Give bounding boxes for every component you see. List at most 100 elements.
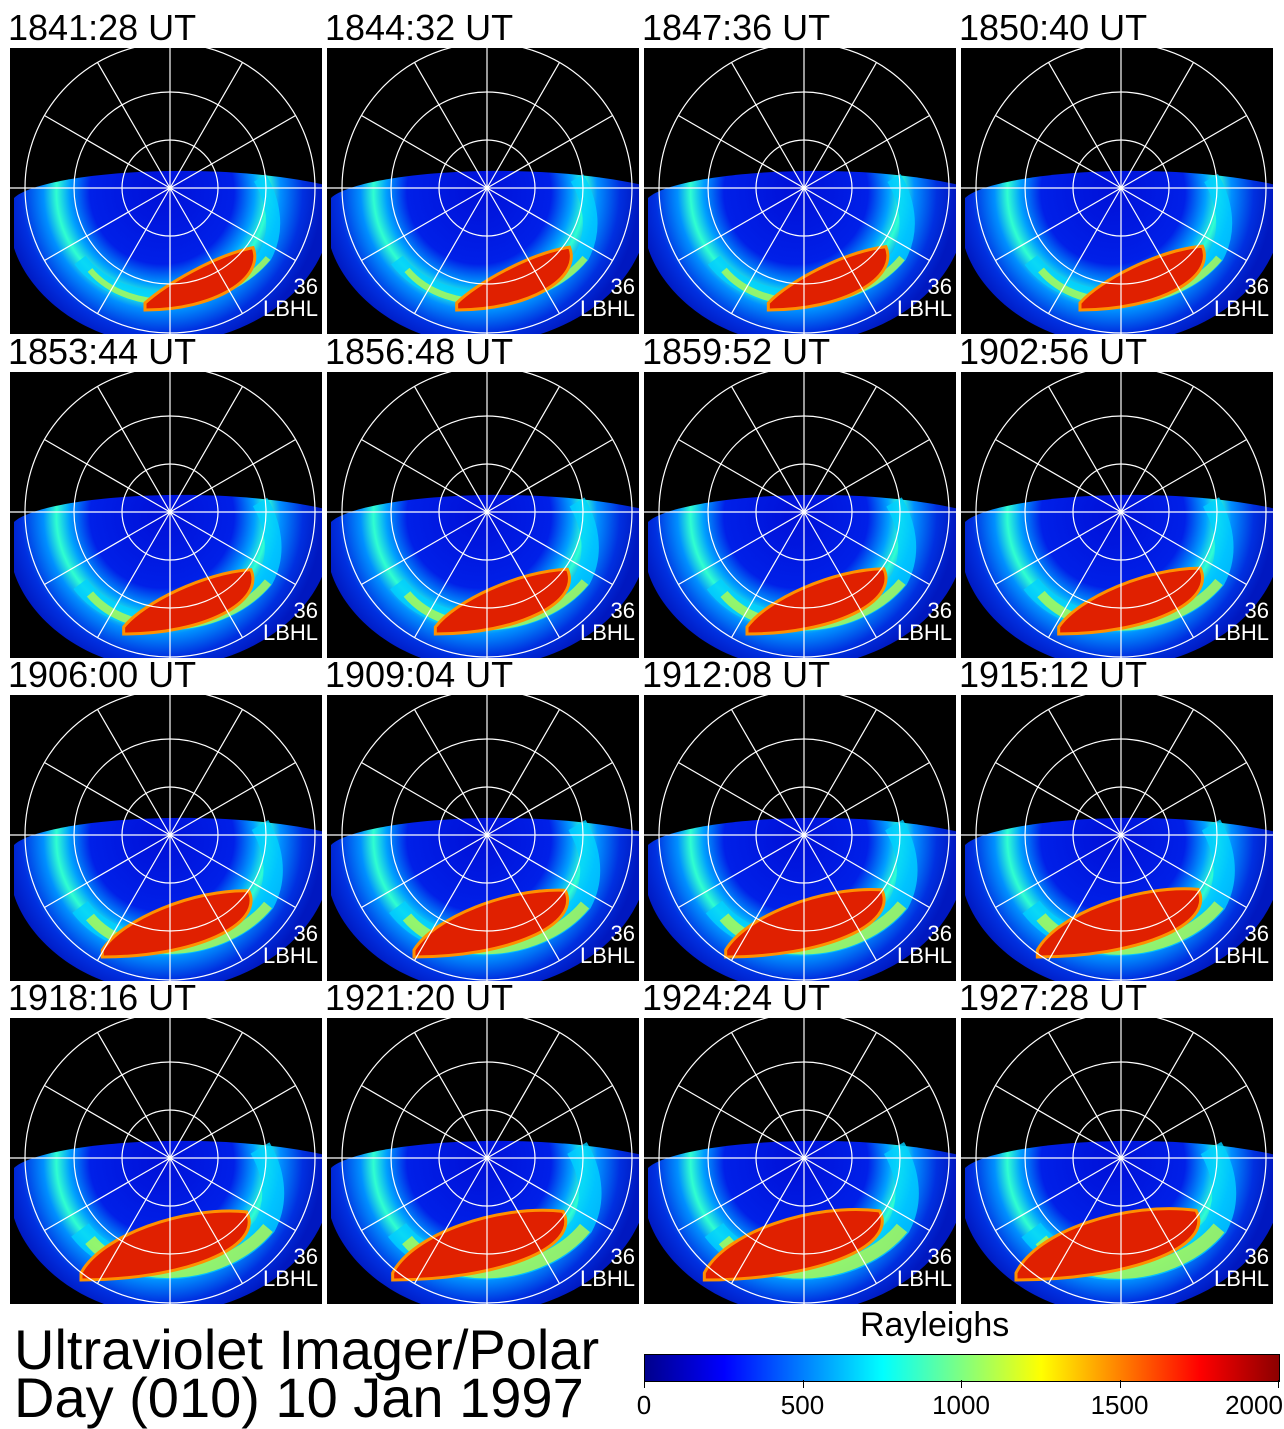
meridian-line (169, 386, 244, 513)
panel-timestamp: 1859:52 UT (642, 331, 831, 372)
meridian-line (96, 1157, 171, 1284)
meridian-line (678, 511, 805, 586)
polar-coordinate-grid (961, 1018, 1273, 1304)
meridian-line (169, 1157, 296, 1232)
polar-coordinate-grid (10, 695, 322, 981)
meridian-line (169, 62, 244, 189)
meridian-line (1120, 834, 1247, 909)
aurora-polar-plot (644, 695, 956, 981)
panel-filter-label: LBHL (896, 296, 952, 321)
meridian-line (486, 114, 613, 189)
meridian-line (96, 511, 171, 638)
meridian-line (361, 114, 488, 189)
panel-number-label: 36 (1244, 598, 1269, 623)
panel-timestamp: 1912:08 UT (642, 654, 831, 695)
meridian-line (803, 1084, 930, 1159)
colorbar-tick-label: 1500 (1090, 1390, 1149, 1420)
meridian-line (995, 187, 1122, 262)
meridian-line (803, 438, 930, 513)
aurora-bright-substorm-region (1014, 1207, 1201, 1282)
aurora-image-panel: 36 LBHL (10, 48, 322, 334)
colorbar-tick-mark (1119, 1380, 1121, 1388)
colorbar (644, 1354, 1280, 1382)
meridian-line (361, 438, 488, 513)
panel-filter-label: LBHL (1213, 1266, 1269, 1291)
meridian-line (1120, 511, 1195, 638)
image-title-line2: Day (010) 10 Jan 1997 (14, 1366, 584, 1429)
panel-number-label: 36 (610, 598, 635, 623)
meridian-line (1120, 114, 1247, 189)
meridian-line (1047, 1032, 1122, 1159)
meridian-line (413, 834, 488, 961)
aurora-emission-region (648, 494, 956, 658)
meridian-line (1047, 511, 1122, 638)
meridian-line (995, 834, 1122, 909)
meridian-line (803, 511, 930, 586)
polar-coordinate-grid (327, 1018, 639, 1304)
panel-filter-label: LBHL (262, 943, 318, 968)
meridian-line (169, 511, 296, 586)
polar-coordinate-grid (961, 48, 1273, 334)
panel-timestamp: 1847:36 UT (642, 7, 831, 48)
meridian-line (169, 1157, 244, 1284)
aurora-image-panel: 36 LBHL (961, 1018, 1273, 1304)
meridian-line (486, 1157, 613, 1232)
panel-filter-label: LBHL (262, 620, 318, 645)
meridian-line (1047, 386, 1122, 513)
aurora-polar-plot (327, 1018, 639, 1304)
meridian-line (678, 187, 805, 262)
meridian-line (413, 62, 488, 189)
aurora-emission-region (965, 170, 1273, 334)
panel-filter-label: LBHL (579, 620, 635, 645)
aurora-polar-plot (327, 372, 639, 658)
meridian-line (413, 386, 488, 513)
polar-coordinate-grid (327, 372, 639, 658)
colorbar-tick-mark (1278, 1380, 1279, 1388)
aurora-image-panel: 36 LBHL (644, 1018, 956, 1304)
panel-number-label: 36 (1244, 921, 1269, 946)
panel-number-label: 36 (927, 598, 952, 623)
panel-filter-label: LBHL (262, 296, 318, 321)
meridian-line (1120, 1032, 1195, 1159)
panel-timestamp: 1902:56 UT (959, 331, 1148, 372)
aurora-bright-substorm-region (724, 887, 886, 959)
aurora-image-panel: 36 LBHL (961, 695, 1273, 981)
meridian-line (169, 709, 244, 836)
meridian-line (995, 114, 1122, 189)
meridian-line (1047, 62, 1122, 189)
panel-timestamp: 1844:32 UT (325, 7, 514, 48)
meridian-line (730, 511, 805, 638)
meridian-line (803, 1032, 878, 1159)
meridian-line (1120, 386, 1195, 513)
panel-filter-label: LBHL (1213, 943, 1269, 968)
panel-timestamp: 1853:44 UT (8, 331, 197, 372)
aurora-image-panel: 36 LBHL (327, 1018, 639, 1304)
meridian-line (361, 511, 488, 586)
meridian-line (486, 511, 613, 586)
meridian-line (803, 187, 878, 314)
aurora-image-panel: 36 LBHL (327, 48, 639, 334)
aurora-bright-substorm-region (391, 1208, 567, 1282)
meridian-line (730, 62, 805, 189)
panel-filter-label: LBHL (579, 1266, 635, 1291)
meridian-line (486, 834, 613, 909)
meridian-line (96, 386, 171, 513)
meridian-line (1120, 1084, 1247, 1159)
panel-filter-label: LBHL (1213, 620, 1269, 645)
panel-filter-label: LBHL (896, 943, 952, 968)
meridian-line (413, 511, 488, 638)
meridian-line (44, 438, 171, 513)
polar-coordinate-grid (10, 1018, 322, 1304)
meridian-line (169, 187, 244, 314)
meridian-line (413, 1157, 488, 1284)
meridian-line (1120, 438, 1247, 513)
meridian-line (486, 834, 561, 961)
polar-coordinate-grid (327, 695, 639, 981)
meridian-line (486, 709, 561, 836)
meridian-line (678, 1157, 805, 1232)
meridian-line (678, 438, 805, 513)
aurora-emission-region (14, 170, 322, 334)
meridian-line (413, 187, 488, 314)
aurora-polar-plot (10, 372, 322, 658)
meridian-line (44, 834, 171, 909)
